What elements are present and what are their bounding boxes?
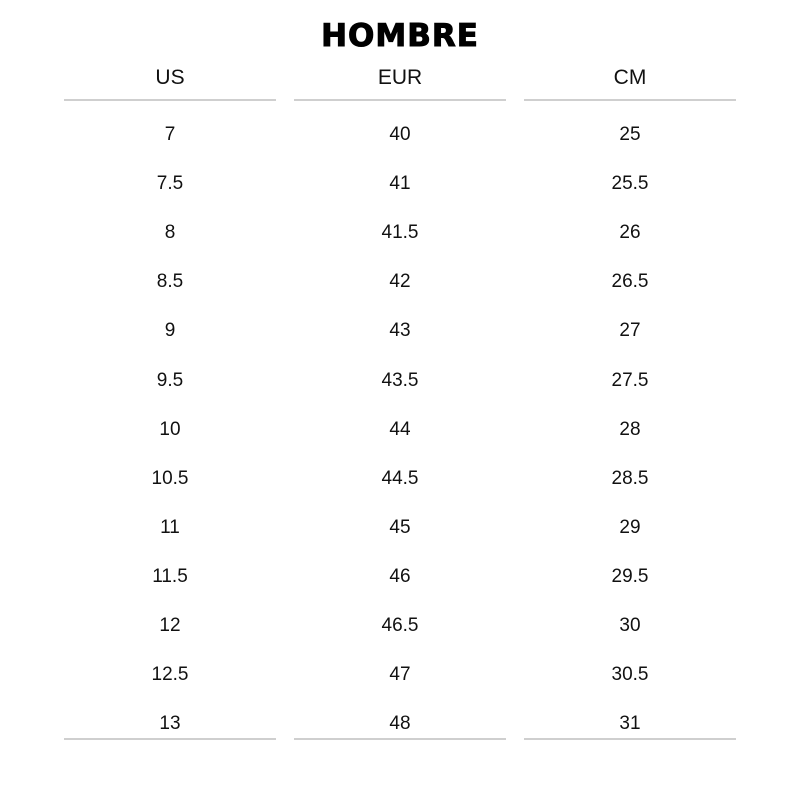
- table-cell: 27: [619, 320, 641, 342]
- table-cell: 12: [159, 615, 181, 636]
- table-cell: 9: [164, 320, 176, 342]
- table-cell: 27.5: [611, 369, 649, 391]
- table-cell: 28.5: [611, 467, 649, 489]
- top-divider: [294, 99, 506, 101]
- bottom-divider: [524, 738, 736, 740]
- bottom-divider: [294, 738, 506, 740]
- column-cm: CM 25 25.5 26 26.5 27 27.5 28 28.5 29 29.5 30 30.5 31: [524, 0, 736, 800]
- top-divider: [64, 99, 276, 101]
- table-cell: 13: [159, 713, 181, 735]
- table-cell: 44.5: [381, 467, 419, 489]
- table-cell: 28: [619, 418, 641, 440]
- table-cell: 30: [619, 615, 641, 636]
- page-title: HOMBRE: [321, 18, 479, 55]
- table-cell: 7: [164, 124, 176, 145]
- table-cell: 26: [619, 222, 641, 244]
- table-cell: 7.5: [156, 173, 184, 195]
- table-cell: 41: [389, 173, 411, 195]
- table-cell: 42: [389, 271, 411, 293]
- column-header: CM: [613, 66, 647, 89]
- table-cell: 43: [389, 320, 411, 342]
- column-us: US 7 7.5 8 8.5 9 9.5 10 10.5 11 11.5 12 12.5 13: [64, 0, 276, 800]
- table-cell: 44: [389, 418, 411, 440]
- table-cell: 29.5: [611, 565, 649, 587]
- column-eur: EUR 40 41 41.5 42 43 43.5 44 44.5 45 46 46.5 47 48: [294, 0, 506, 800]
- table-cell: 9.5: [156, 369, 184, 391]
- table-cell: 10.5: [151, 467, 189, 489]
- top-divider: [524, 99, 736, 101]
- column-header: US: [155, 66, 185, 89]
- table-cell: 41.5: [381, 222, 419, 244]
- table-cell: 26.5: [611, 271, 649, 293]
- table-cell: 30.5: [611, 664, 649, 686]
- table-cell: 8: [164, 222, 176, 244]
- table-cell: 8.5: [156, 271, 184, 293]
- table-cell: 40: [389, 124, 411, 145]
- table-cell: 11.5: [152, 565, 188, 587]
- bottom-divider: [64, 738, 276, 740]
- table-cell: 25.5: [611, 173, 649, 195]
- table-cell: 25: [619, 124, 641, 145]
- table-cell: 31: [619, 713, 641, 735]
- table-cell: 29: [619, 516, 641, 538]
- table-cell: 47: [389, 664, 411, 686]
- column-header: EUR: [377, 66, 423, 89]
- table-cell: 45: [389, 516, 411, 538]
- table-cell: 46.5: [381, 615, 419, 636]
- table-cell: 48: [389, 713, 411, 735]
- table-cell: 11: [160, 516, 180, 538]
- table-cell: 46: [389, 565, 411, 587]
- table-cell: 43.5: [381, 369, 419, 391]
- table-cell: 12.5: [151, 664, 189, 686]
- table-cell: 10: [159, 418, 181, 440]
